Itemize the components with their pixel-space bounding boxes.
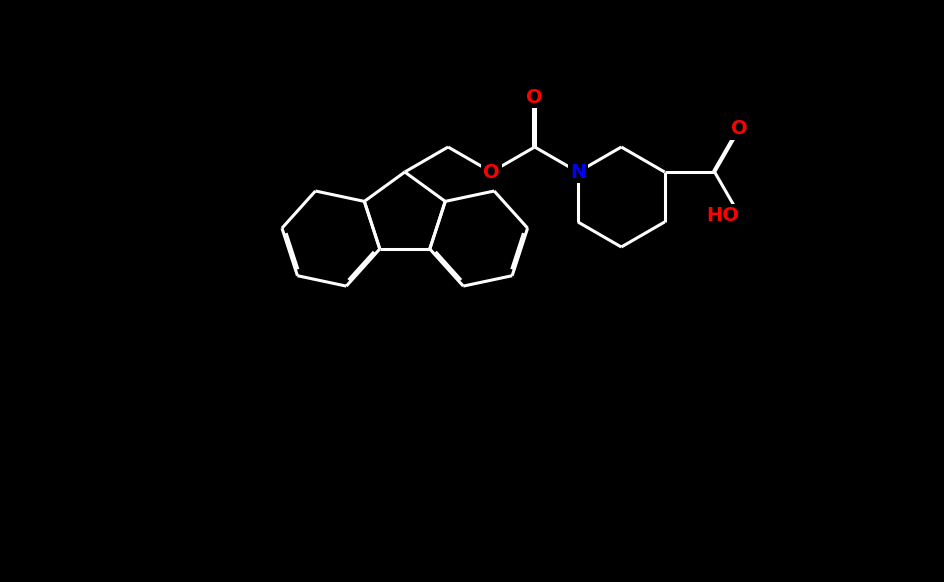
Text: O: O: [731, 119, 747, 138]
Text: HO: HO: [706, 206, 739, 225]
Text: O: O: [526, 87, 543, 107]
Text: O: O: [482, 162, 499, 182]
Text: N: N: [569, 162, 585, 182]
